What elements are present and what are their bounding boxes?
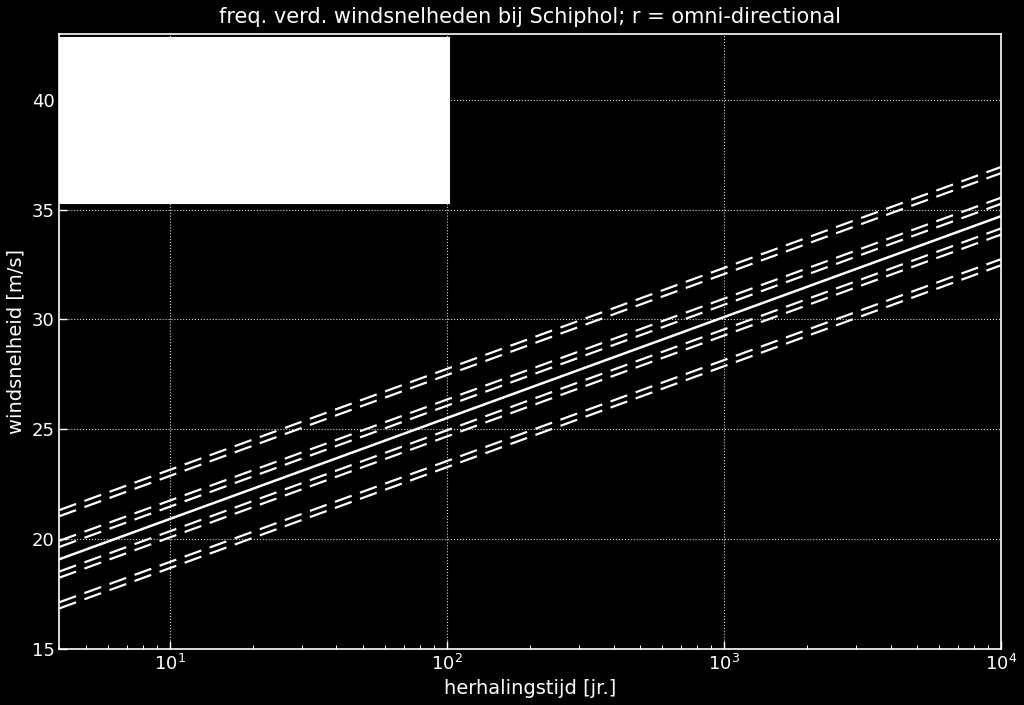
X-axis label: herhalingstijd [jr.]: herhalingstijd [jr.]	[444, 679, 616, 698]
Title: freq. verd. windsnelheden bij Schiphol; r = omni-directional: freq. verd. windsnelheden bij Schiphol; …	[219, 7, 841, 27]
Bar	[59, 39, 450, 203]
Y-axis label: windsnelheid [m/s]: windsnelheid [m/s]	[7, 249, 26, 434]
